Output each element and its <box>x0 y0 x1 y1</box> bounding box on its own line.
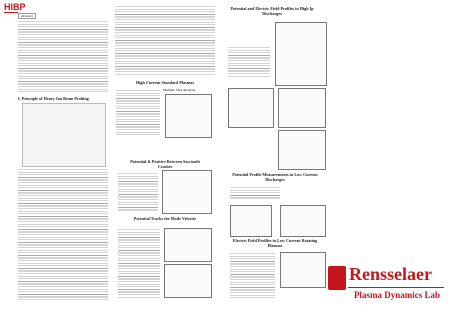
logo-rule <box>348 287 444 288</box>
section-heading: High Current Standard Plasmas <box>136 80 194 85</box>
poster-title: HIBP <box>4 2 26 12</box>
subheading: Multiple Shot Analysis <box>163 88 196 92</box>
logo-emblem <box>328 266 346 290</box>
section-heading: Potential Tracks the Mode Velocity <box>133 216 197 221</box>
plot <box>275 22 327 86</box>
abstract-text <box>18 20 108 94</box>
section-heading: Potential Profile Measurements in Low Cu… <box>232 172 318 182</box>
section-heading: I. Principle of Heavy Ion Beam Probing <box>18 96 89 101</box>
body-text <box>230 186 280 200</box>
plot <box>162 170 212 214</box>
plot <box>280 252 326 288</box>
diagram <box>22 103 106 167</box>
body-text <box>230 252 275 298</box>
logo-text: Rensselaer <box>349 264 432 284</box>
plot <box>165 94 212 138</box>
body-text <box>115 5 215 75</box>
plot <box>280 205 326 237</box>
body-text <box>228 46 270 78</box>
plot <box>278 130 326 170</box>
section-heading: Potential & Positive Between Sawtooth Cr… <box>130 159 200 169</box>
accent-bar <box>4 12 18 13</box>
plot <box>164 264 212 298</box>
body-text <box>118 228 160 298</box>
lab-name: Plasma Dynamics Lab <box>354 290 441 300</box>
section-heading: Electric Field Profiles in Low Current R… <box>232 238 318 248</box>
body-text <box>116 89 160 135</box>
body-text <box>18 168 108 300</box>
section-heading: Potential and Electric Field Profiles in… <box>230 6 314 16</box>
body-text <box>118 172 158 212</box>
plot <box>164 228 212 262</box>
plot <box>228 88 274 128</box>
plot <box>230 205 272 237</box>
abstract-label: Abstract <box>18 13 36 19</box>
plot <box>278 88 326 128</box>
